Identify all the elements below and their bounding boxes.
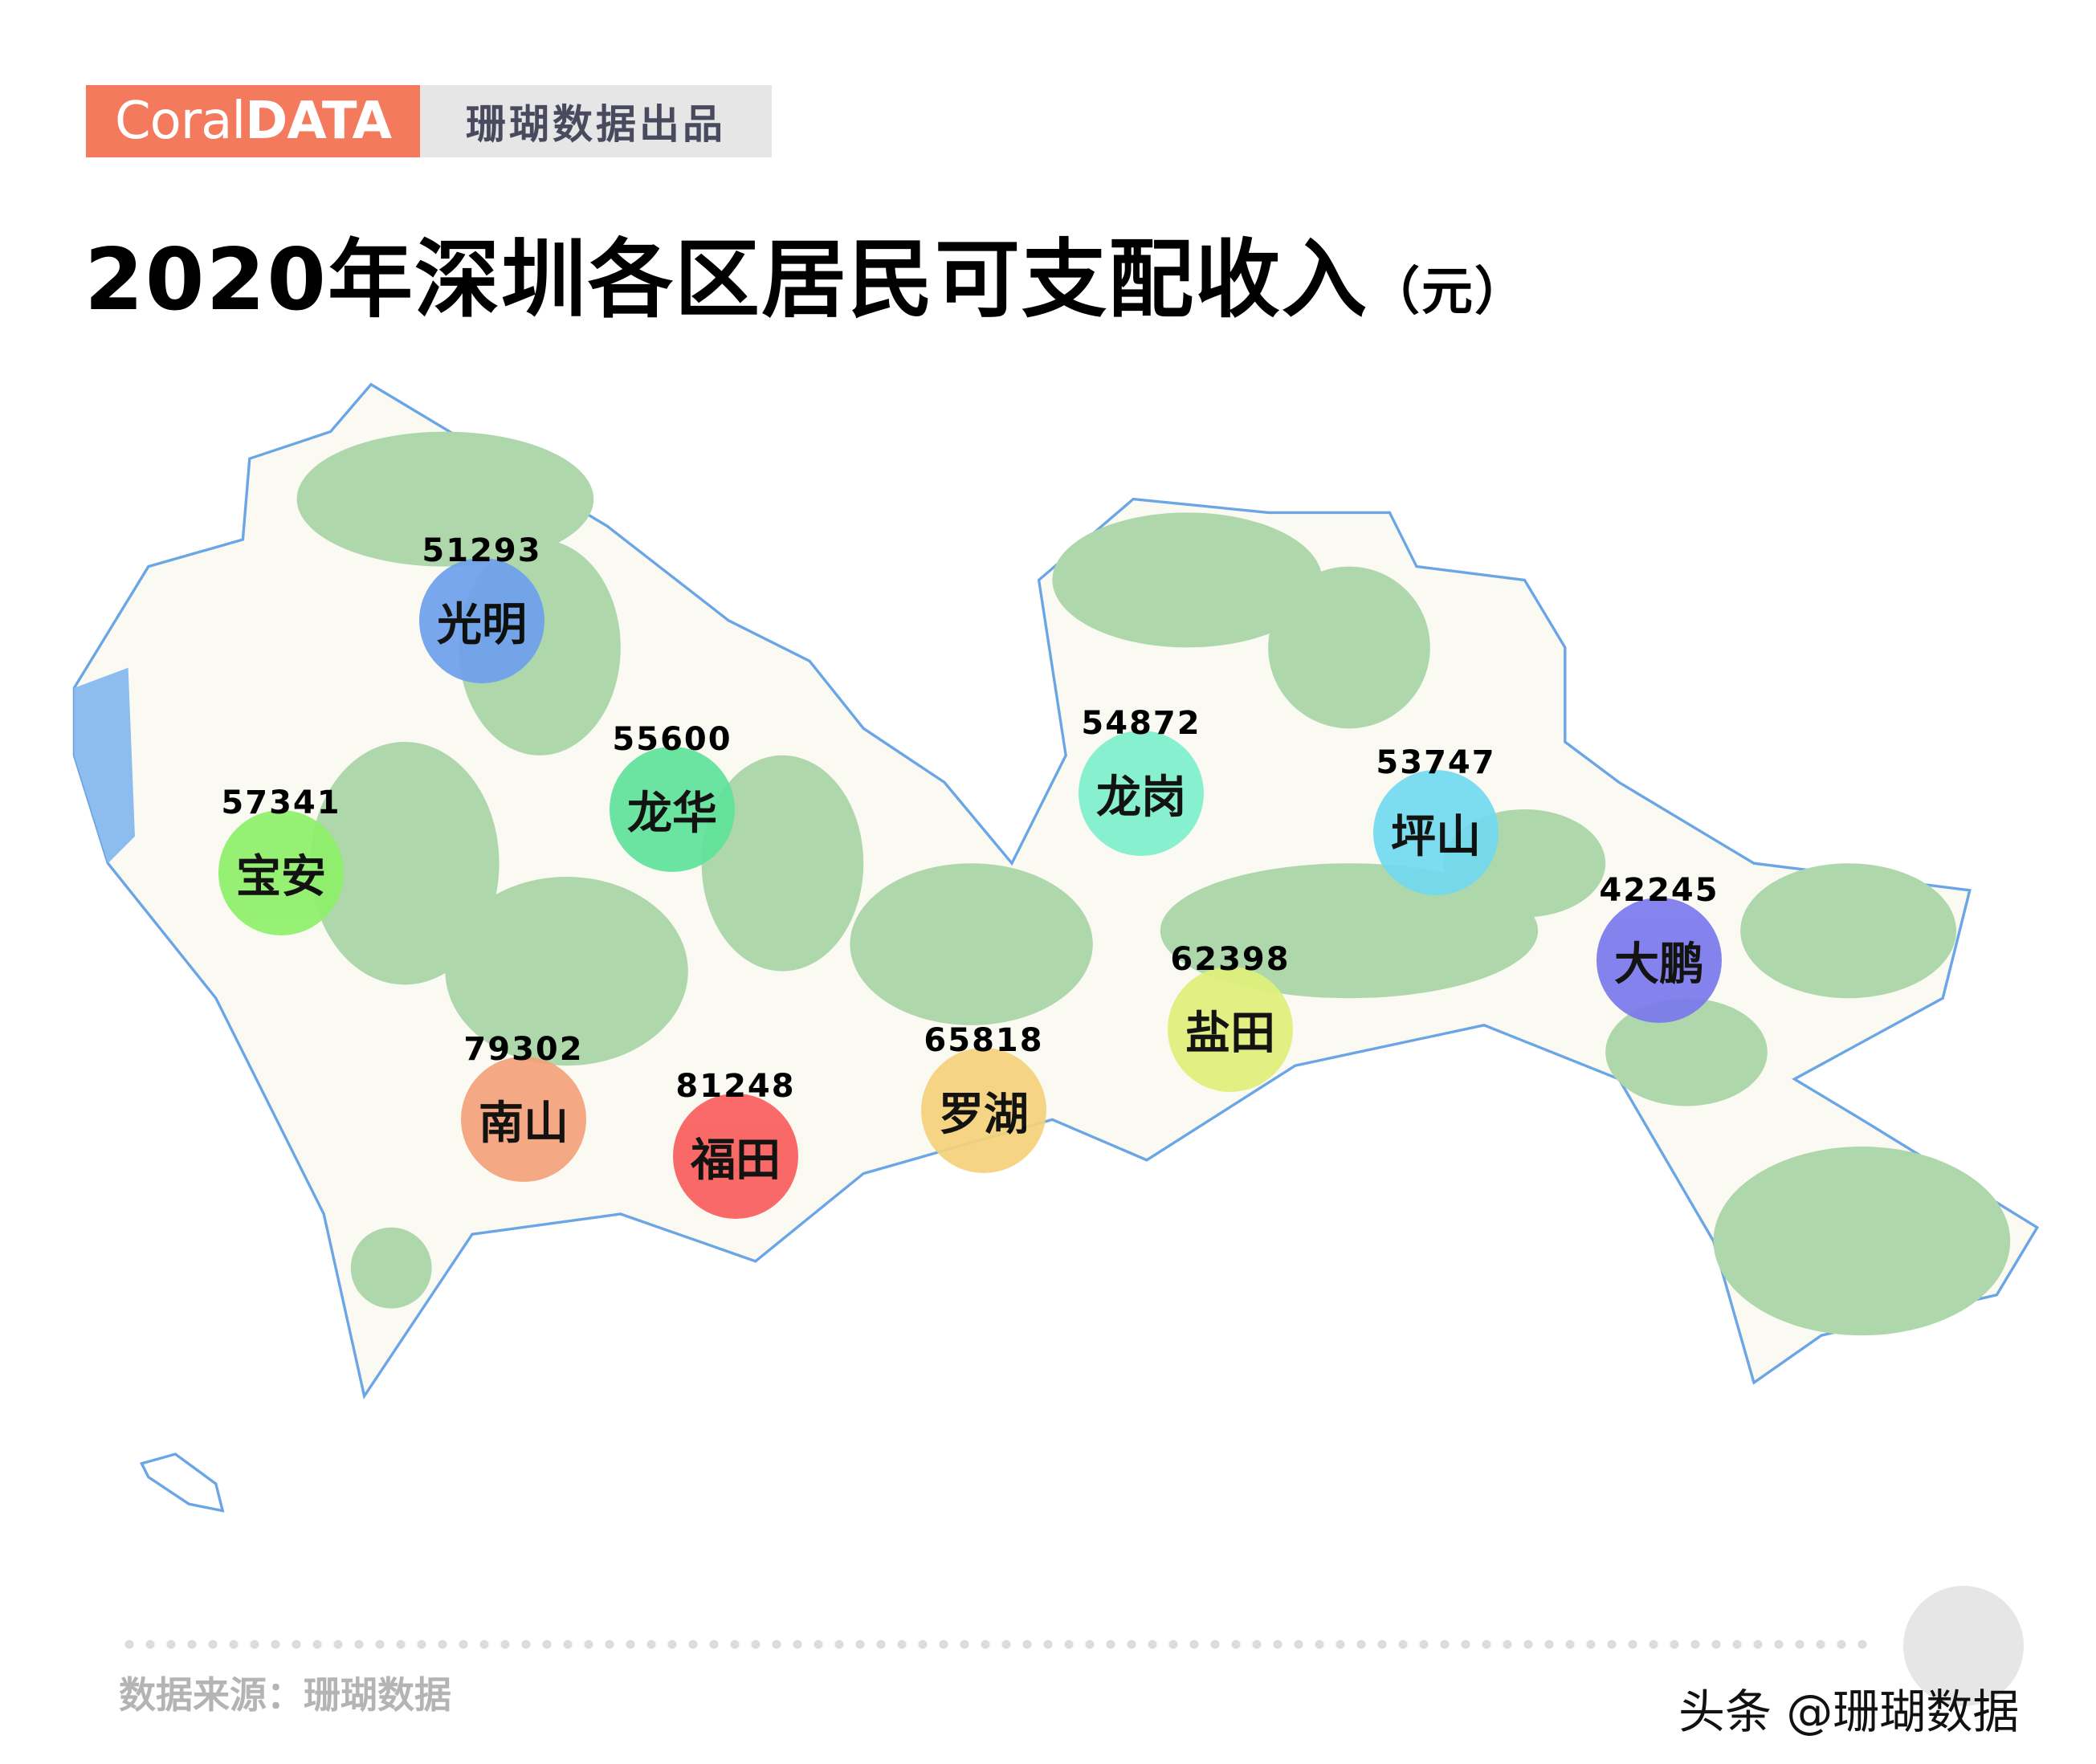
district-value: 51293 <box>422 532 542 569</box>
district-value: 55600 <box>612 721 732 758</box>
bay-water <box>74 667 135 864</box>
brand-banner: Coral DATA 珊瑚数据出品 <box>86 85 772 157</box>
coraldata-logo: Coral DATA <box>86 85 420 157</box>
logo-text-light: Coral <box>114 92 246 151</box>
page-title: 2020年深圳各区居民可支配收入（元） <box>84 210 1527 334</box>
district-bubble: 盐田 <box>1168 967 1293 1092</box>
district-value: 42245 <box>1599 872 1719 909</box>
data-source: 数据来源：珊瑚数据 <box>119 1673 451 1717</box>
district-bubble: 宝安 <box>218 810 344 935</box>
logo-text-bold: DATA <box>245 92 392 151</box>
title-main: 2020年深圳各区居民可支配收入 <box>84 230 1369 329</box>
title-unit: （元） <box>1368 263 1528 322</box>
district-bubble: 龙华 <box>610 747 735 872</box>
coral-logo-icon <box>1903 1586 2024 1706</box>
district-bubble: 南山 <box>461 1057 586 1182</box>
district-value: 62398 <box>1170 941 1291 978</box>
dotted-divider <box>119 1640 1878 1649</box>
district-value: 53747 <box>1376 744 1496 781</box>
district-value: 57341 <box>221 784 341 821</box>
district-value: 81248 <box>675 1068 796 1105</box>
district-bubble: 龙岗 <box>1079 731 1204 856</box>
district-value: 54872 <box>1081 705 1201 742</box>
district-bubble: 坪山 <box>1373 770 1499 895</box>
island <box>139 1452 225 1513</box>
district-bubble: 光明 <box>419 558 544 683</box>
watermark: 头条 @珊瑚数据 <box>1678 1685 2020 1739</box>
district-bubble: 大鹏 <box>1596 898 1722 1023</box>
district-bubble: 福田 <box>673 1094 798 1219</box>
district-value: 79302 <box>463 1031 584 1068</box>
district-bubble: 罗湖 <box>921 1048 1046 1173</box>
district-value: 65818 <box>924 1022 1044 1059</box>
brand-tagline: 珊瑚数据出品 <box>420 85 772 157</box>
